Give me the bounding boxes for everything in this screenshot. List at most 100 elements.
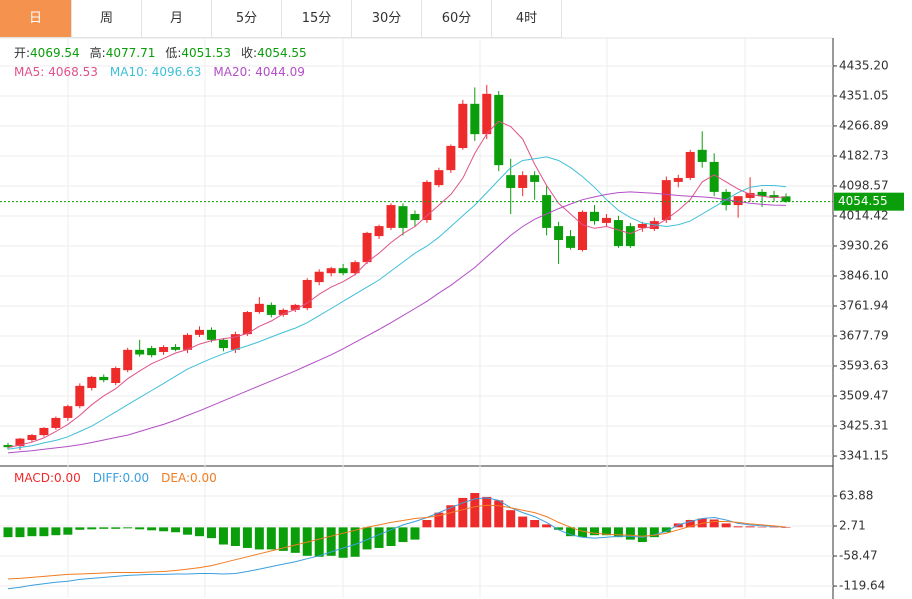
macd-bar <box>721 523 731 528</box>
candle-body <box>721 191 731 206</box>
tab[interactable]: 5分 <box>212 0 282 38</box>
candle-body <box>314 271 324 283</box>
tab[interactable]: 周 <box>72 0 142 38</box>
candle-body <box>147 348 157 356</box>
y-tick-label: 2.71 <box>839 519 866 533</box>
candle-body <box>39 427 49 436</box>
tab[interactable]: 60分 <box>422 0 492 38</box>
tab[interactable]: 15分 <box>282 0 352 38</box>
candle-body <box>27 435 37 441</box>
ohlc-label: 开: <box>14 46 30 60</box>
y-tick-label: 3846.10 <box>839 268 889 282</box>
legend-name: MACD: <box>14 471 54 485</box>
candle-body <box>99 376 109 381</box>
macd-bar <box>183 527 193 535</box>
tab[interactable]: 月 <box>142 0 212 38</box>
candle-body <box>661 180 671 221</box>
last-price-label: 4054.55 <box>838 194 888 208</box>
tab[interactable]: 日 <box>0 0 72 38</box>
candle-body <box>350 262 360 274</box>
macd-bar <box>769 526 779 528</box>
tab[interactable]: 4时 <box>492 0 562 38</box>
macd-bar <box>745 526 755 528</box>
y-tick-label: 4098.57 <box>839 178 889 192</box>
ohlc-label: 低: <box>165 46 181 60</box>
y-tick-label: 4351.05 <box>839 88 889 102</box>
candle-body <box>278 309 288 315</box>
macd-bar <box>434 512 444 528</box>
candle-body <box>566 236 576 248</box>
candle-body <box>398 206 408 228</box>
macd-bar <box>530 519 540 528</box>
macd-bar <box>398 527 408 543</box>
macd-bar <box>230 527 240 546</box>
ohlc-value: 4054.55 <box>257 46 307 60</box>
legend-name: DIFF: <box>93 471 123 485</box>
candle-body <box>171 346 181 350</box>
macd-bar <box>302 527 312 556</box>
macd-bar <box>578 527 588 538</box>
candle-body <box>709 161 719 192</box>
macd-bar <box>637 527 647 543</box>
legend-name: DEA: <box>161 471 190 485</box>
macd-bar <box>542 524 552 528</box>
macd-bar <box>374 527 384 548</box>
candle-body <box>434 170 444 186</box>
candle-body <box>637 223 647 228</box>
macd-bar <box>87 527 97 530</box>
legend-value: 4044.09 <box>255 65 305 79</box>
candle-body <box>625 226 635 247</box>
candle-body <box>51 417 61 428</box>
candle-body <box>613 220 623 247</box>
macd-bar <box>195 527 205 537</box>
macd-bar <box>494 500 504 528</box>
candle-body <box>242 312 252 335</box>
macd-bar <box>254 527 264 550</box>
candle-body <box>685 151 695 178</box>
tab[interactable]: 30分 <box>352 0 422 38</box>
candle-body <box>494 94 504 166</box>
macd-bar <box>206 527 216 539</box>
candle-body <box>195 329 205 335</box>
y-tick-label: -119.64 <box>839 579 885 593</box>
indicator-line <box>7 504 787 580</box>
macd-bar <box>362 527 372 550</box>
candle-body <box>254 303 264 313</box>
macd-bar <box>410 527 420 540</box>
macd-bar <box>278 527 288 551</box>
macd-bar <box>290 527 300 553</box>
legend-value: 4068.53 <box>48 65 98 79</box>
macd-bar <box>3 527 13 538</box>
macd-bar <box>27 527 37 537</box>
macd-bar <box>171 527 181 533</box>
candle-body <box>123 349 133 371</box>
macd-bar <box>685 519 695 528</box>
macd-bar <box>781 527 791 528</box>
candle-body <box>542 195 552 228</box>
y-tick-label: 3593.63 <box>839 359 889 373</box>
y-tick-label: 4182.73 <box>839 148 889 162</box>
macd-bar <box>458 497 468 528</box>
candle-body <box>87 376 97 388</box>
y-tick-label: 4266.89 <box>839 118 889 132</box>
macd-readout: MACD:0.00 DIFF:0.00 DEA:0.00 <box>14 471 217 485</box>
legend-value: 0.00 <box>190 471 217 485</box>
macd-bar <box>506 510 516 528</box>
candle-body <box>386 205 396 228</box>
y-tick-label: 3509.47 <box>839 389 889 403</box>
macd-bar <box>625 527 635 540</box>
candle-body <box>518 175 528 188</box>
candle-body <box>159 346 169 352</box>
ohlc-label: 收: <box>241 46 257 60</box>
indicator-line <box>7 156 787 450</box>
y-tick-label: 4014.42 <box>839 208 889 222</box>
last-price-tag <box>834 192 904 211</box>
macd-bar <box>15 527 25 538</box>
y-tick-label: 3930.26 <box>839 238 889 252</box>
candle-body <box>218 339 228 349</box>
candle-body <box>530 175 540 182</box>
macd-bar <box>733 526 743 528</box>
macd-bar <box>326 527 336 556</box>
